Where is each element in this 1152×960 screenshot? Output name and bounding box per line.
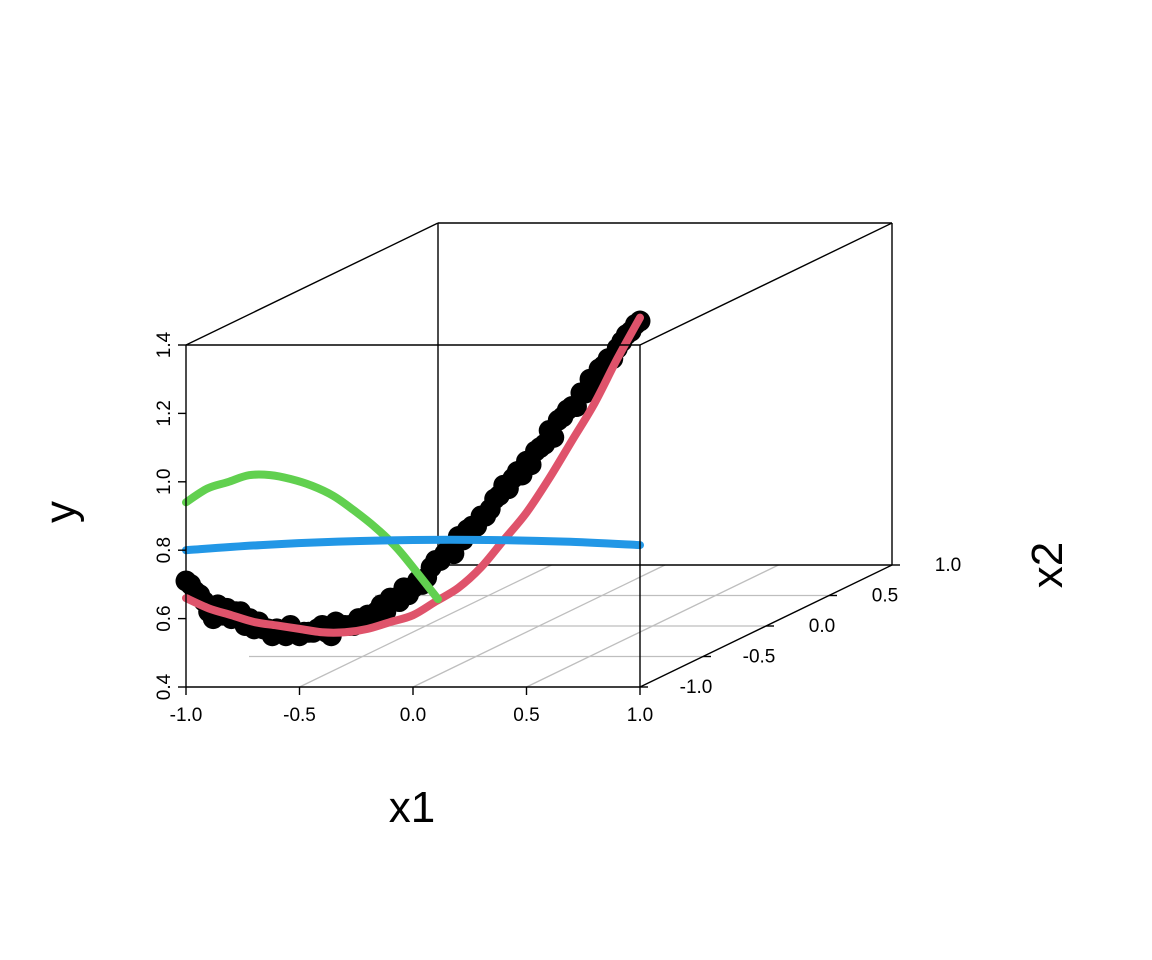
x-tick-label: 0.5 [513, 705, 539, 726]
y-axis-title: y [36, 501, 85, 523]
fit-line-2 [182, 535, 644, 555]
fit-lines [182, 313, 644, 637]
z-tick-label: -1.0 [680, 677, 713, 698]
y-tick-label: 1.0 [154, 469, 175, 495]
axis-ticks: -1.0 -0.5 0.0 0.5 1.0 0.4 0.6 0.8 1.0 1.2 1.4 -1.0 -… [154, 331, 961, 726]
x-axis-title: x1 [389, 783, 435, 832]
x-tick-label: -1.0 [170, 705, 203, 726]
box-edge [185, 222, 439, 346]
x-tick-label: 1.0 [627, 705, 653, 726]
z-axis-title: x2 [1023, 542, 1072, 588]
box-back-edges [185, 222, 893, 566]
z-tick-label: 0.0 [809, 616, 835, 637]
z-tick-label: 0.5 [872, 586, 898, 607]
x-tick-label: 0.0 [400, 705, 426, 726]
y-tick-label: 1.2 [154, 400, 175, 426]
box-edge [639, 222, 893, 346]
y-tick-label: 1.4 [154, 331, 175, 358]
data-point [543, 426, 565, 448]
fit-line-0 [182, 313, 644, 637]
fit-line-1 [182, 470, 442, 604]
x-tick-label: -0.5 [283, 705, 316, 726]
z-tick-label: -0.5 [743, 647, 776, 668]
y-tick-label: 0.4 [154, 673, 175, 700]
y-tick-label: 0.8 [154, 537, 175, 563]
y-tick-label: 0.6 [154, 605, 175, 631]
z-tick-label: 1.0 [935, 555, 961, 576]
